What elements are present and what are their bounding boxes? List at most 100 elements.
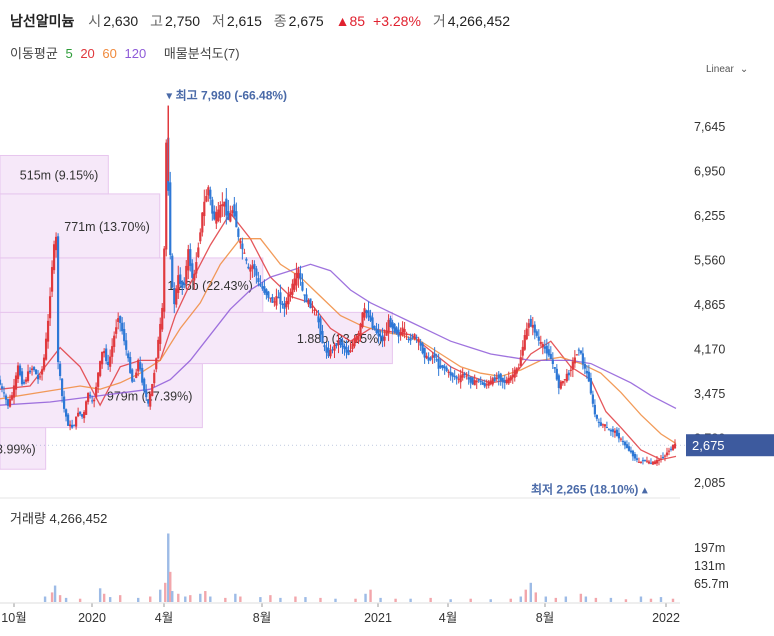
volume-bar: [364, 593, 367, 602]
candle-body: [349, 350, 352, 352]
candle-body: [56, 236, 60, 362]
candle-body: [299, 273, 302, 280]
volume-bar: [304, 597, 307, 602]
volume-bar: [102, 593, 106, 602]
candle-body: [535, 331, 538, 336]
ma5-legend[interactable]: 5: [65, 46, 73, 61]
candle-body: [471, 377, 474, 385]
volume-bar: [489, 599, 492, 602]
candle-body: [14, 375, 18, 390]
candle-body: [525, 328, 528, 340]
candle-body: [58, 363, 62, 377]
volume-profile-label[interactable]: 매물분석도(7): [163, 46, 240, 61]
candle-body: [153, 372, 156, 384]
ma-label[interactable]: 이동평균: [10, 46, 58, 61]
candle-body: [281, 303, 284, 306]
candle-body: [187, 249, 190, 271]
candle-body: [181, 281, 184, 288]
close-value: 2,675: [288, 13, 324, 29]
candle-body: [627, 446, 631, 451]
candle-body: [211, 199, 214, 214]
candle-body: [477, 379, 480, 381]
volume-bar: [624, 599, 628, 602]
candle-body: [177, 275, 180, 293]
candle-body: [529, 318, 532, 327]
candle-body: [267, 291, 270, 298]
candle-body: [523, 335, 526, 350]
candle-body: [213, 211, 216, 220]
volume-bar: [199, 593, 202, 602]
candle-body: [129, 356, 132, 373]
candle-body: [50, 267, 54, 292]
volume-bar: [671, 598, 675, 602]
candle-body: [103, 351, 106, 354]
price-tick-label: 6,255: [694, 209, 725, 223]
candle-body: [191, 263, 194, 278]
candle-body: [611, 429, 615, 432]
candle-body: [507, 377, 510, 384]
candle-body: [465, 375, 468, 377]
volume-value: 4,266,452: [447, 13, 510, 29]
candle-body: [657, 459, 661, 461]
volume-profile-bar: [0, 193, 161, 259]
ma120-legend[interactable]: 120: [124, 46, 147, 61]
candle-body: [383, 336, 386, 341]
volume-bar: [78, 598, 82, 602]
volume-bar: [64, 597, 68, 602]
candle-body: [357, 333, 360, 340]
time-tick-label: 2021: [364, 611, 392, 625]
candle-body: [485, 384, 488, 386]
candle-body: [545, 345, 548, 354]
candle-body: [6, 399, 10, 406]
candle-body: [437, 358, 440, 369]
ma60-legend[interactable]: 60: [102, 46, 117, 61]
candle-body: [115, 327, 118, 334]
candle-body: [26, 371, 30, 382]
candle-body: [193, 273, 196, 281]
candle-body: [219, 205, 222, 218]
candle-body: [10, 395, 14, 400]
volume-bar: [118, 595, 122, 602]
candle-body: [533, 324, 536, 333]
time-tick-label: 2022: [652, 611, 680, 625]
candle-body: [629, 450, 633, 453]
candle-body: [655, 460, 659, 464]
candle-body: [551, 359, 554, 365]
candle-body: [595, 414, 598, 419]
price-tick-label: 6,950: [694, 165, 725, 179]
volume-bar: [659, 597, 663, 602]
candle-body: [593, 404, 596, 415]
candle-body: [647, 461, 651, 464]
candle-body: [621, 440, 625, 442]
candle-body: [509, 376, 512, 381]
volume-bar: [164, 582, 167, 602]
candle-body: [407, 338, 410, 340]
candle-body: [107, 361, 110, 366]
volume-bar: [369, 589, 372, 602]
candle-body: [251, 265, 254, 269]
candle-body: [279, 292, 282, 305]
scale-dropdown[interactable]: Linear ⌄: [706, 61, 748, 75]
candle-body: [499, 373, 502, 381]
candle-body: [131, 369, 134, 382]
volume-bar: [184, 596, 187, 602]
volume-bar: [58, 595, 62, 602]
candle-body: [315, 314, 318, 316]
candle-body: [333, 345, 336, 351]
candle-body: [30, 368, 34, 370]
volume-bar: [594, 597, 598, 602]
candle-body: [79, 411, 82, 415]
ma20-legend[interactable]: 20: [80, 46, 95, 61]
candle-body: [109, 356, 112, 367]
candle-body: [139, 362, 142, 370]
volume-bar: [279, 597, 282, 602]
candle-body: [46, 320, 50, 342]
candle-body: [217, 209, 220, 222]
volume-bar: [53, 585, 57, 602]
candle-body: [601, 424, 604, 426]
candle-body: [571, 361, 574, 370]
candle-body: [633, 454, 637, 459]
candle-body: [443, 366, 446, 369]
candle-body: [22, 381, 26, 384]
